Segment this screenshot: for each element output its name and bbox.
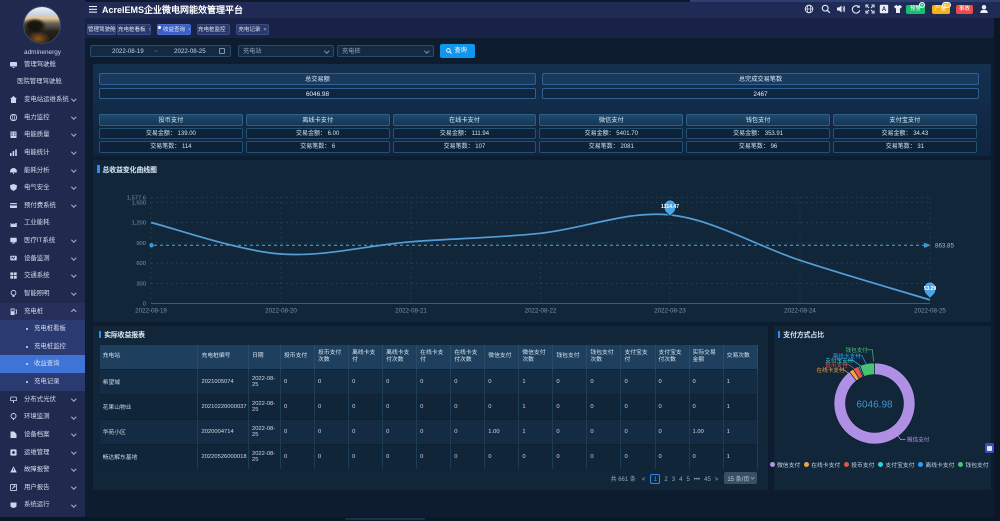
svg-text:2022-08-21: 2022-08-21 xyxy=(395,308,427,315)
svg-text:离线卡支付: 离线卡支付 xyxy=(833,352,861,360)
svg-text:6046.98: 6046.98 xyxy=(856,399,893,410)
svg-text:1,500: 1,500 xyxy=(131,201,146,207)
svg-text:300: 300 xyxy=(136,281,146,287)
svg-text:1314.47: 1314.47 xyxy=(661,204,679,210)
svg-text:2022-08-23: 2022-08-23 xyxy=(654,308,686,315)
svg-text:2022-08-19: 2022-08-19 xyxy=(135,308,167,315)
svg-text:投币支付: 投币支付 xyxy=(825,361,848,369)
svg-text:2022-08-20: 2022-08-20 xyxy=(265,308,297,315)
svg-text:1,200: 1,200 xyxy=(131,221,146,227)
svg-text:钱包支付: 钱包支付 xyxy=(846,346,869,354)
svg-text:2022-08-22: 2022-08-22 xyxy=(525,308,557,315)
svg-text:2022-08-25: 2022-08-25 xyxy=(914,308,946,315)
svg-text:900: 900 xyxy=(136,241,146,247)
svg-text:2022-08-24: 2022-08-24 xyxy=(784,308,816,315)
svg-text:微信支付: 微信支付 xyxy=(907,436,930,444)
svg-text:0: 0 xyxy=(143,302,146,308)
svg-text:支付宝支付: 支付宝支付 xyxy=(825,356,853,364)
svg-text:在线卡支付: 在线卡支付 xyxy=(817,366,845,374)
svg-text:600: 600 xyxy=(136,261,146,267)
svg-text:1,577.6: 1,577.6 xyxy=(127,195,146,201)
svg-text:53.29: 53.29 xyxy=(924,286,937,292)
svg-text:863.85: 863.85 xyxy=(935,242,954,249)
svg-text:A: A xyxy=(881,7,886,13)
